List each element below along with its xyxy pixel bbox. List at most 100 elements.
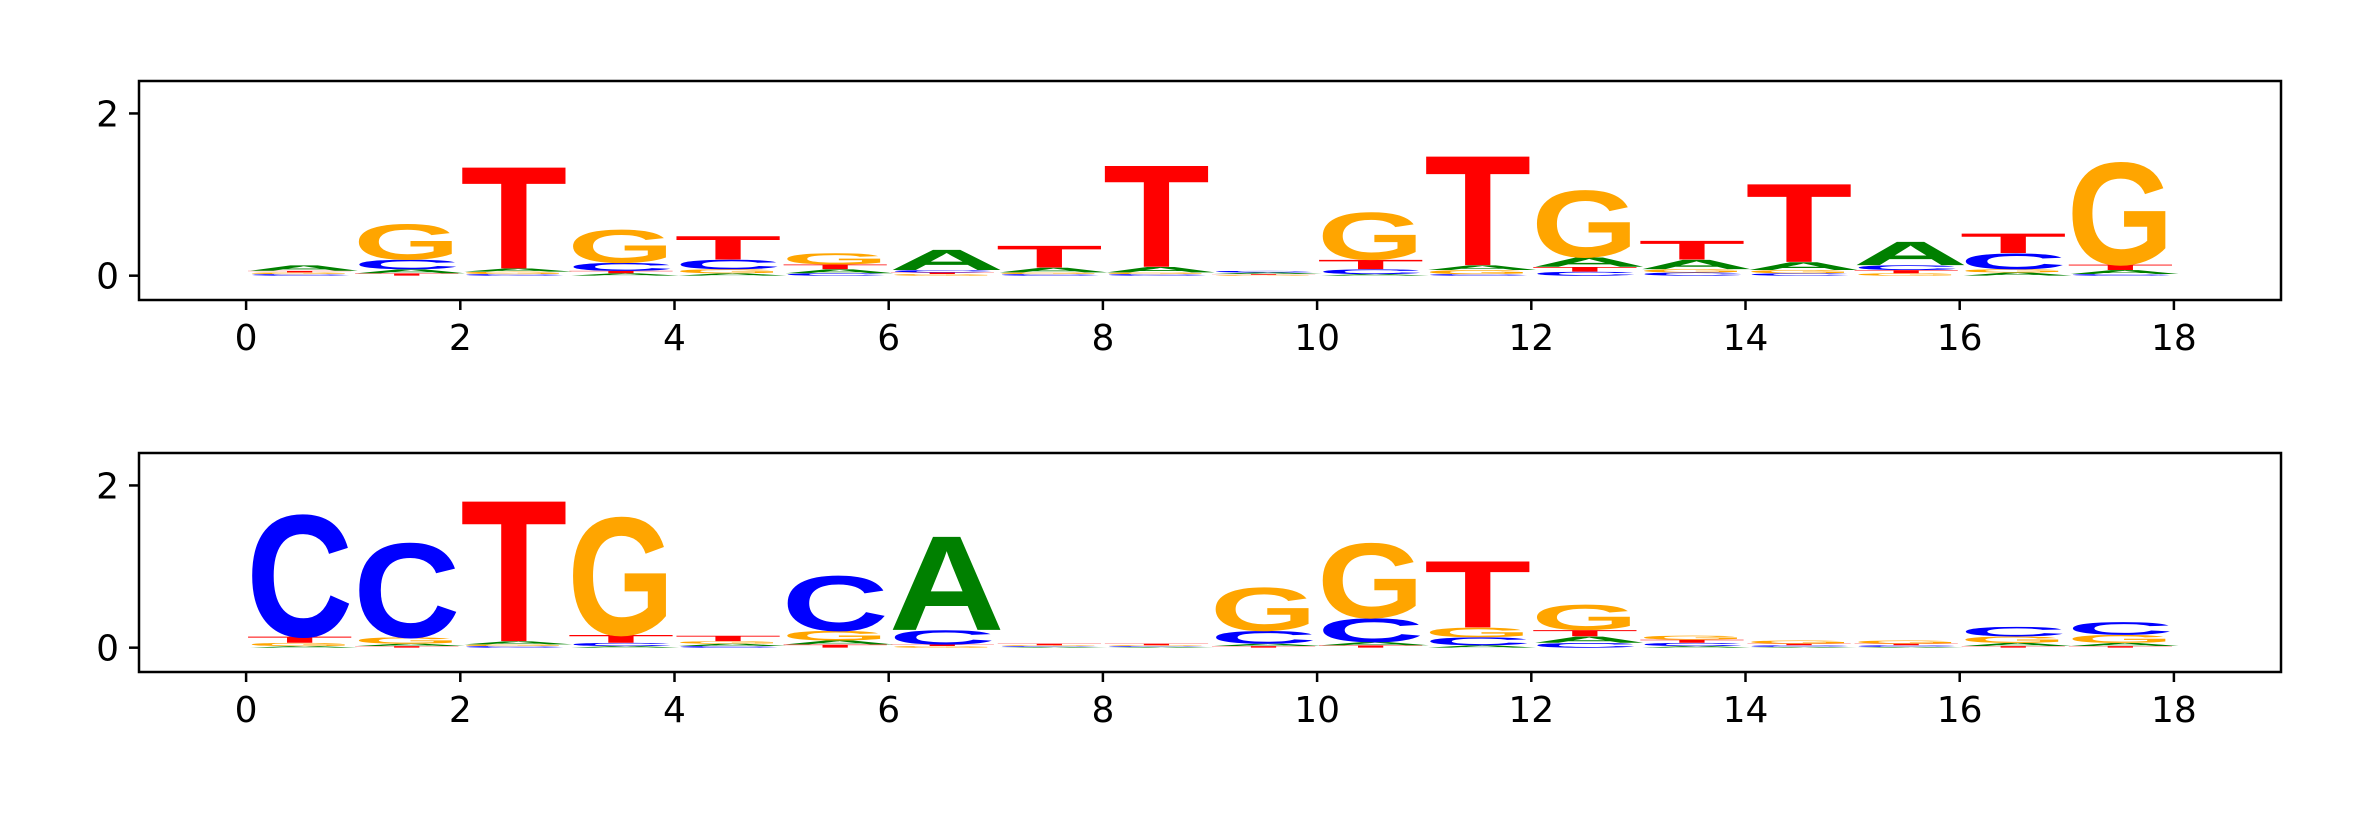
letter-A-pos-6: A (889, 244, 1005, 276)
letter-G-pos-1: G (353, 214, 460, 271)
letter-G-pos-1: G (353, 635, 460, 645)
letter-G-pos-7: G (996, 645, 1103, 646)
letter-T-pos-2: T (460, 137, 567, 300)
letter-G-pos-12: G (1531, 171, 1638, 278)
letter-G-pos-15: G (1853, 640, 1960, 645)
x-tick-label: 18 (2151, 318, 2197, 359)
y-tick-label: 2 (96, 466, 119, 507)
letter-A-pos-13: A (1638, 257, 1754, 272)
letter-C-pos-7: C (996, 646, 1103, 647)
letter-A-pos-8: A (1103, 647, 1219, 648)
letter-G-pos-6: G (889, 274, 996, 277)
letter-T-pos-5: T (782, 644, 889, 649)
letter-A-pos-10: A (1317, 274, 1433, 277)
letter-G-pos-16: G (1960, 268, 2067, 273)
letter-T-pos-13: T (1638, 639, 1745, 644)
letter-T-pos-4: T (675, 634, 782, 643)
letter-G-pos-13: G (1638, 268, 1745, 273)
letter-G-pos-0: G (246, 272, 353, 275)
letter-A-pos-17: A (2067, 269, 2183, 275)
letter-C-pos-7: C (996, 274, 1103, 277)
letter-C-pos-6: C (889, 269, 996, 273)
letter-G-pos-10: G (1317, 198, 1424, 273)
letter-G-pos-9: G (1210, 275, 1317, 276)
letter-A-pos-8: A (1103, 265, 1219, 274)
letter-A-pos-1: A (353, 268, 469, 274)
x-tick-label: 0 (235, 690, 258, 731)
letter-C-pos-4: C (675, 646, 782, 649)
letter-A-pos-7: A (996, 647, 1112, 648)
letter-T-pos-8: T (1103, 135, 1210, 298)
letter-T-pos-6: T (889, 272, 996, 275)
letter-T-pos-9: T (1210, 274, 1317, 275)
letter-A-pos-3: A (567, 273, 683, 277)
letter-T-pos-2: T (460, 458, 567, 685)
letter-G-pos-3: G (567, 481, 674, 671)
letter-C-pos-2: C (460, 646, 567, 649)
letter-A-pos-16: A (1960, 272, 2076, 277)
letter-G-pos-3: G (567, 220, 674, 273)
x-tick-label: 10 (1294, 690, 1340, 731)
letter-A-pos-4: A (675, 273, 791, 277)
letter-G-pos-2: G (460, 271, 567, 275)
letter-T-pos-1: T (353, 273, 460, 277)
letter-G-pos-5: G (782, 250, 889, 268)
x-tick-label: 6 (877, 318, 900, 359)
x-tick-label: 4 (663, 318, 686, 359)
letter-C-pos-11: C (1424, 635, 1531, 648)
letter-T-pos-11: T (1424, 123, 1531, 299)
letter-C-pos-8: C (1103, 646, 1210, 647)
letter-T-pos-10: T (1317, 257, 1424, 272)
x-tick-label: 2 (449, 690, 472, 731)
letter-G-pos-7: G (996, 272, 1103, 275)
letter-C-pos-9: C (1210, 627, 1317, 647)
letter-A-pos-16: A (1960, 642, 2076, 647)
letter-C-pos-11: C (1424, 274, 1531, 277)
letter-A-pos-15: A (1853, 647, 1969, 648)
letter-C-pos-15: C (1853, 645, 1960, 648)
x-tick-label: 8 (1091, 690, 1114, 731)
letter-G-pos-8: G (1103, 645, 1210, 646)
letter-T-pos-3: T (567, 633, 674, 646)
letter-A-pos-2: A (460, 640, 576, 645)
letter-C-pos-1: C (353, 257, 460, 272)
letter-G-pos-10: G (1317, 521, 1424, 641)
letter-G-pos-6: G (889, 646, 996, 649)
axes-frame (137, 451, 2283, 674)
letter-A-pos-14: A (1746, 260, 1862, 273)
letter-T-pos-17: T (2067, 263, 2174, 272)
letter-C-pos-2: C (460, 274, 567, 277)
letter-G-pos-14: G (1746, 640, 1853, 645)
x-tick-label: 10 (1294, 318, 1340, 359)
letter-T-pos-4: T (675, 229, 782, 267)
letter-A-pos-9: A (1210, 272, 1326, 275)
x-tick-label: 18 (2151, 690, 2197, 731)
letter-C-pos-17: C (2067, 618, 2174, 638)
x-tick-label: 14 (1723, 690, 1769, 731)
y-tick-label: 2 (96, 94, 119, 135)
letter-T-pos-6: T (889, 644, 996, 647)
letter-G-pos-2: G (460, 644, 567, 647)
letter-A-pos-14: A (1746, 647, 1862, 648)
letter-T-pos-3: T (567, 270, 674, 274)
letter-A-pos-12: A (1531, 255, 1647, 270)
letter-C-pos-8: C (1103, 274, 1210, 277)
letter-C-pos-13: C (1638, 272, 1745, 277)
letter-A-pos-0: A (246, 646, 362, 649)
x-tick-label: 16 (1937, 690, 1983, 731)
letter-T-pos-13: T (1638, 235, 1745, 265)
letter-C-pos-9: C (1210, 270, 1317, 273)
letter-G-pos-4: G (675, 641, 782, 645)
letter-T-pos-16: T (1960, 227, 2067, 259)
letter-T-pos-5: T (782, 263, 889, 271)
y-tick-label: 0 (96, 257, 119, 298)
letter-G-pos-8: G (1103, 272, 1210, 275)
letter-C-pos-10: C (1317, 268, 1424, 276)
letter-G-pos-17: G (2067, 633, 2174, 646)
letter-T-pos-15: T (1853, 269, 1960, 274)
letter-A-pos-1: A (353, 643, 469, 647)
letter-G-pos-11: G (1424, 625, 1531, 640)
letter-T-pos-7: T (996, 239, 1103, 274)
